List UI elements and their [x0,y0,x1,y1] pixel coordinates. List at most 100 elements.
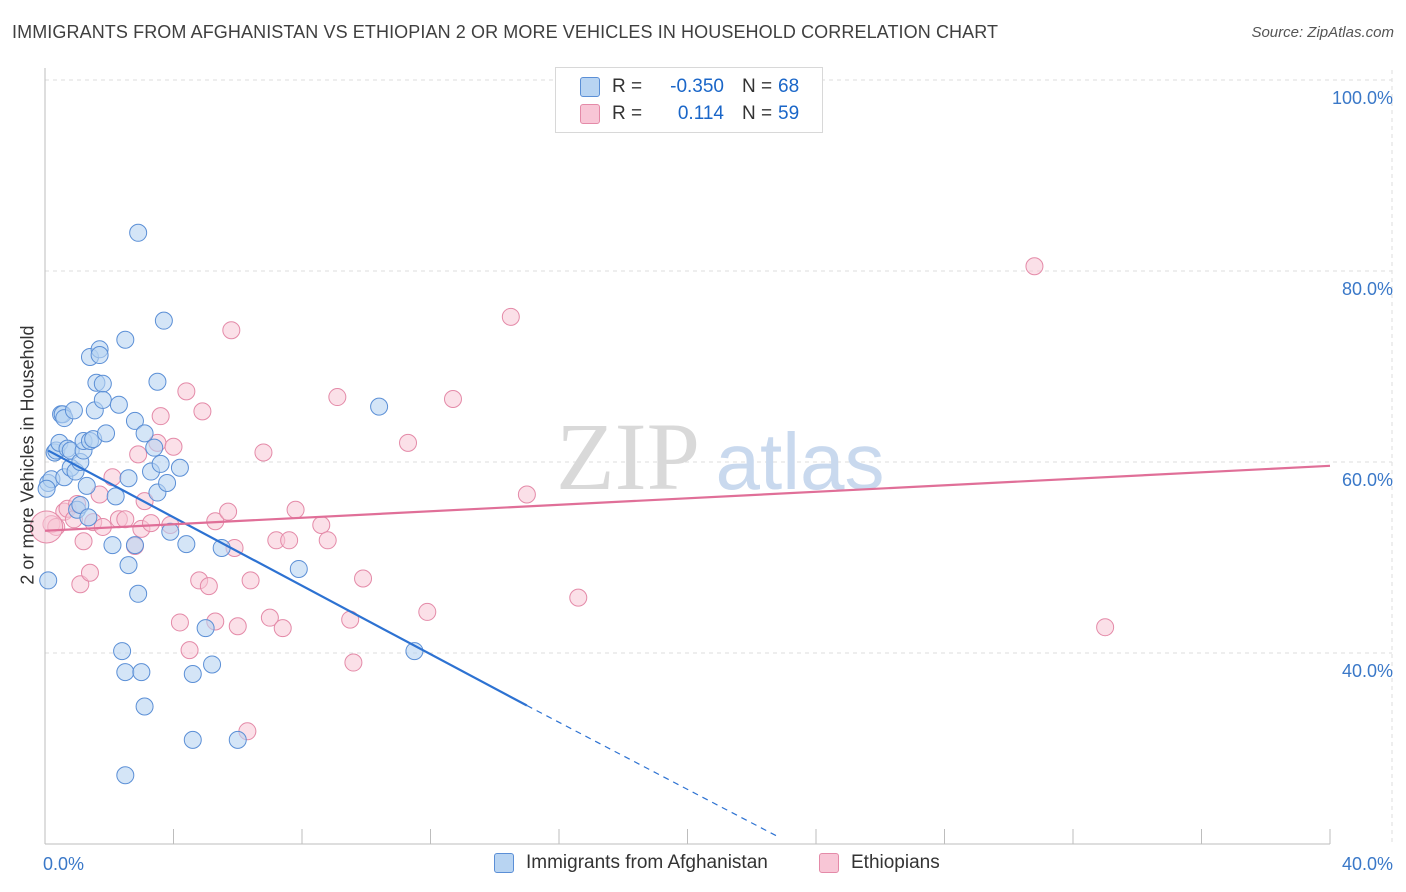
afghanistan-points [37,223,424,785]
ethiopians-point [222,321,241,340]
ethiopians-point [569,588,588,607]
legend-r-label: R = [612,76,643,97]
ethiopians-trend-line [44,464,1331,532]
afghanistan-point [145,438,164,457]
y-tick-label: 60.0% [1342,470,1393,490]
afghanistan-point [116,766,135,785]
legend-row-afghanistan: R = -0.350 N = 68 [580,74,799,100]
watermark-atlas: atlas [716,417,885,506]
afghanistan-trend-line [47,449,528,707]
series-label-ethiopians: Ethiopians [851,852,940,873]
afghanistan-point [125,411,144,430]
ethiopians-point [199,577,218,596]
series-legend-afghanistan[interactable]: Immigrants from Afghanistan [494,852,768,874]
ethiopians-point [129,445,148,464]
afghanistan-point [183,665,202,684]
legend-r-value: -0.350 [670,76,724,97]
trend-lines [44,449,1331,837]
source-label: Source: ZipAtlas.com [1251,24,1394,41]
afghanistan-point [228,730,247,749]
ethiopians-point [103,468,122,487]
afghanistan-point [177,535,196,554]
ethiopians-point [219,502,238,521]
afghanistan-point [109,395,128,414]
ethiopians-point [501,307,520,326]
ethiopians-point [177,382,196,401]
ethiopians-point [328,388,347,407]
ethiopians-point [241,571,260,590]
ethiopians-point [517,485,536,504]
x-tick-label: 0.0% [43,854,84,874]
legend-n-value: 59 [778,103,800,124]
afghanistan-point [135,424,154,443]
afghanistan-point [196,619,215,638]
afghanistan-point [116,663,135,682]
afghanistan-point [125,536,144,555]
afghanistan-trend-extension [526,704,778,837]
ethiopians-point [318,531,337,550]
afghanistan-point [106,487,125,506]
afghanistan-point [64,401,83,420]
ethiopians-point [344,653,363,672]
correlation-legend: R = -0.350 N = 68 R = 0.114 N = 59 [555,67,823,133]
ethiopians-point [193,402,212,421]
legend-n-label: N = [742,103,773,124]
afghanistan-point [37,479,56,498]
ethiopians-point [273,619,292,638]
ethiopians-point [1096,618,1115,637]
afghanistan-point [77,476,96,495]
series-legend-ethiopians[interactable]: Ethiopians [819,852,940,874]
tick-labels: 100.0% 80.0% 60.0% 40.0% 0.0% 40.0% [43,88,1393,874]
series-label-afghanistan: Immigrants from Afghanistan [526,852,768,873]
afghanistan-point [90,346,109,365]
ethiopians-point [116,510,135,529]
ethiopians-point [228,617,247,636]
afghanistan-point [170,458,189,477]
ethiopians-point [399,433,418,452]
afghanistan-point [93,390,112,409]
ethiopians-point [170,613,189,632]
afghanistan-point [79,508,98,527]
afghanistan-point [370,397,389,416]
legend-swatch-ethiopians [580,104,600,124]
y-axis-label: 2 or more Vehicles in Household [17,325,38,585]
afghanistan-point [158,474,177,493]
afghanistan-point [119,469,138,488]
afghanistan-point [116,330,135,349]
watermark: ZIP atlas [556,403,884,510]
ethiopians-points [30,257,1115,741]
ethiopians-point [164,437,183,456]
afghanistan-point [289,559,308,578]
legend-row-ethiopians: R = 0.114 N = 59 [580,101,799,127]
ethiopians-point [180,641,199,660]
chart-title: IMMIGRANTS FROM AFGHANISTAN VS ETHIOPIAN… [12,22,999,42]
ethiopians-point [443,389,462,408]
afghanistan-point [129,584,148,603]
legend-n-label: N = [742,76,773,97]
afghanistan-point [103,536,122,555]
ethiopians-point [312,516,331,535]
ethiopians-point [1025,257,1044,276]
x-tick-label: 40.0% [1342,854,1393,874]
afghanistan-point [132,663,151,682]
afghanistan-point [148,372,167,391]
axis-layer [44,68,1331,845]
ethiopians-point [418,602,437,621]
ethiopians-point [30,510,64,544]
afghanistan-point [154,311,173,330]
afghanistan-point [113,642,132,661]
afghanistan-point [39,571,58,590]
ethiopians-point [142,514,161,533]
afghanistan-point [119,556,138,575]
ethiopians-point [71,575,90,594]
series-swatch-afghanistan [494,853,514,873]
ethiopians-point [254,443,273,462]
afghanistan-point [97,424,116,443]
ethiopians-point [260,608,279,627]
legend-r-value: 0.114 [677,103,724,124]
afghanistan-point [93,374,112,393]
legend-r-label: R = [612,103,643,124]
afghanistan-point [151,454,170,473]
ethiopians-point [286,500,305,519]
